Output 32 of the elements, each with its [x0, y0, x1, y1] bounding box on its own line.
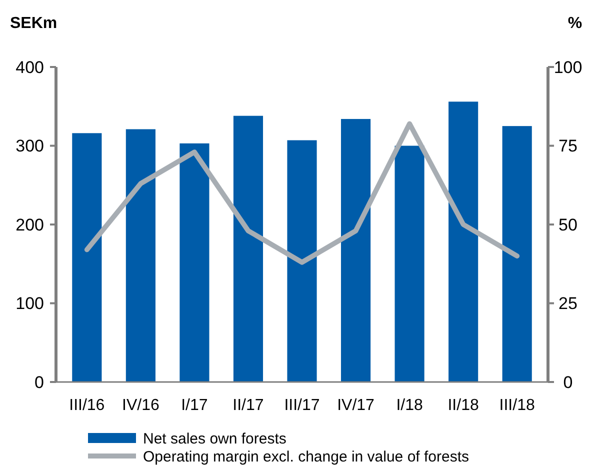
legend-label: Operating margin excl. change in value of forests	[143, 448, 470, 465]
y-tick-label: 400	[16, 58, 44, 77]
bar	[233, 116, 264, 382]
y-tick-label: 0	[34, 372, 44, 392]
x-tick-label: I/17	[181, 397, 208, 414]
x-tick-label: I/18	[396, 397, 423, 414]
legend-label: Net sales own forests	[143, 430, 286, 448]
y-tick-label: 200	[16, 215, 44, 234]
y-tick-label: 300	[16, 136, 44, 156]
x-tick-label: IV/17	[337, 397, 375, 414]
bar	[394, 146, 424, 382]
bar	[287, 140, 317, 382]
x-tick-label: III/16	[69, 397, 105, 414]
x-tick-label: III/17	[284, 397, 320, 414]
bar	[126, 129, 156, 382]
y2-tick-label: 50	[558, 215, 578, 234]
y2-tick-label: 0	[563, 372, 573, 392]
x-tick-label: IV/16	[122, 397, 160, 414]
x-tick-label: II/17	[232, 397, 264, 414]
y-axis-title: SEKm	[10, 15, 58, 32]
bar	[448, 102, 478, 382]
y2-axis-title: %	[568, 15, 582, 32]
y2-tick-label: 75	[558, 136, 578, 156]
x-tick-label: II/18	[448, 397, 479, 414]
y2-tick-label: 25	[558, 294, 578, 314]
bar	[340, 118, 371, 382]
y2-tick-label: 100	[554, 58, 582, 77]
bar	[72, 133, 102, 382]
x-tick-label: III/18	[499, 397, 535, 414]
bar	[180, 143, 210, 382]
bar	[502, 126, 532, 382]
y-tick-label: 100	[16, 294, 44, 314]
